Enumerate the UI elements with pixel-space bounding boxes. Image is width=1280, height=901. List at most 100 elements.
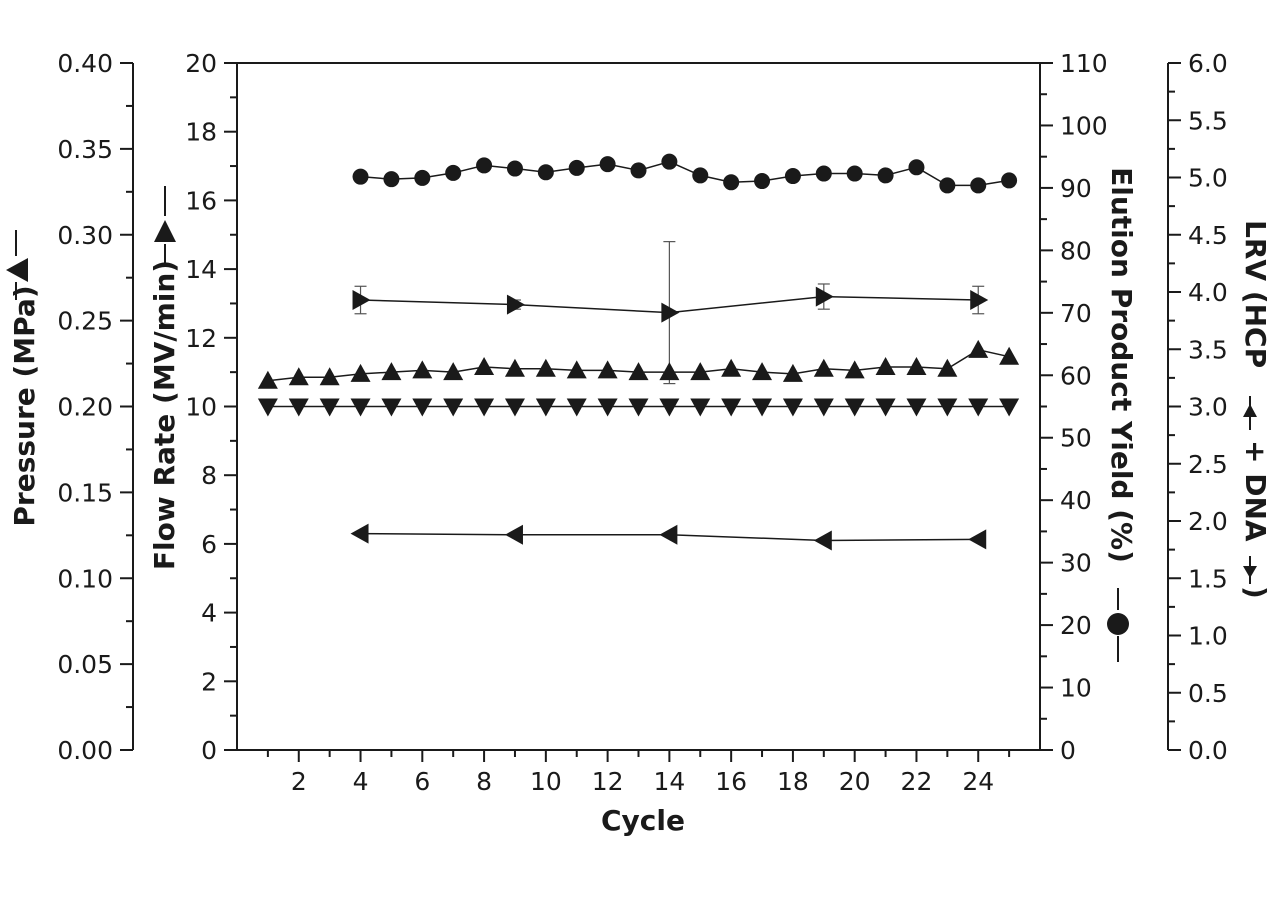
flow-rate-point — [844, 398, 865, 417]
elution-product-yield-point — [476, 157, 493, 174]
elution-product-yield-point — [939, 177, 956, 194]
series-flow-rate — [257, 398, 1020, 417]
flow-tick-label: 6 — [201, 530, 217, 559]
yield-tick-label: 20 — [1060, 611, 1092, 640]
lrv-axis-title-part2: + DNA — [1239, 440, 1272, 542]
pressure-point — [381, 362, 402, 381]
pressure-point — [659, 362, 680, 381]
pressure-tick-label: 0.35 — [57, 135, 113, 164]
yield-tick-label: 80 — [1060, 236, 1092, 265]
pressure-point — [690, 362, 711, 381]
pressure-point — [474, 356, 495, 375]
pressure-point — [782, 363, 803, 382]
lrv-tick-label: 1.0 — [1188, 622, 1228, 651]
x-tick-label: 8 — [476, 767, 492, 796]
x-tick-label: 16 — [715, 767, 747, 796]
x-tick-label: 14 — [653, 767, 685, 796]
elution-product-yield-point — [846, 165, 863, 182]
hcp-lrv-point — [661, 302, 680, 323]
lrv-tick-label: 4.0 — [1188, 278, 1228, 307]
lrv-tick-label: 2.5 — [1188, 450, 1228, 479]
flow-rate-point — [752, 398, 773, 417]
flow-rate-point — [690, 398, 711, 417]
x-tick-label: 12 — [592, 767, 624, 796]
flow-rate-point — [566, 398, 587, 417]
flow-tick-label: 4 — [201, 599, 217, 628]
flow-rate-point — [350, 398, 371, 417]
pressure-tick-label: 0.05 — [57, 650, 113, 679]
yield-tick-label: 40 — [1060, 486, 1092, 515]
flow-tick-label: 14 — [185, 255, 217, 284]
elution-product-yield-point — [599, 156, 616, 173]
pressure-point — [319, 367, 340, 386]
lrv-tick-label: 3.0 — [1188, 393, 1228, 422]
flow-rate-point — [319, 398, 340, 417]
pressure-point — [535, 358, 556, 377]
elution-product-yield-point — [970, 177, 987, 194]
yield-tick-label: 70 — [1060, 299, 1092, 328]
yield-tick-label: 10 — [1060, 674, 1092, 703]
elution-product-yield-point — [383, 171, 400, 188]
pressure-point — [412, 360, 433, 379]
elution-product-yield-point — [506, 160, 523, 177]
lrv-tick-label: 3.5 — [1188, 335, 1228, 364]
series-elution-product-yield — [352, 153, 1018, 194]
flow-rate-point — [906, 398, 927, 417]
lrv-tick-label: 5.5 — [1188, 106, 1228, 135]
flow-rate-point — [659, 398, 680, 417]
x-axis-title: Cycle — [601, 804, 685, 837]
pressure-point — [288, 367, 309, 386]
flow-rate-point — [628, 398, 649, 417]
flow-rate-point — [288, 398, 309, 417]
yield-legend-symbol — [1107, 588, 1129, 662]
flow-tick-label: 18 — [185, 118, 217, 147]
pressure-point — [721, 358, 742, 377]
flow-rate-point — [968, 398, 989, 417]
yield-tick-label: 0 — [1060, 736, 1076, 765]
pressure-tick-label: 0.00 — [57, 736, 113, 765]
pressure-point — [937, 358, 958, 377]
flow-rate-point — [937, 398, 958, 417]
elution-product-yield-point — [908, 159, 925, 176]
flow-rate-point — [875, 398, 896, 417]
pressure-point — [906, 356, 927, 375]
pressure-point — [350, 363, 371, 382]
x-tick-label: 22 — [901, 767, 933, 796]
x-tick-label: 18 — [777, 767, 809, 796]
pressure-point — [875, 356, 896, 375]
elution-product-yield-point — [1001, 172, 1018, 189]
pressure-tick-label: 0.10 — [57, 564, 113, 593]
lrv-tick-label: 0.0 — [1188, 736, 1228, 765]
yield-axis-title: Elution Product Yield (%) — [1105, 167, 1138, 563]
flow-rate-point — [381, 398, 402, 417]
lrv-tick-label: 4.5 — [1188, 221, 1228, 250]
lrv-tick-label: 1.5 — [1188, 564, 1228, 593]
elution-product-yield-point — [754, 173, 771, 190]
pressure-point — [752, 362, 773, 381]
yield-tick-label: 60 — [1060, 361, 1092, 390]
lrv-tick-label: 0.5 — [1188, 679, 1228, 708]
flow-rate-point — [782, 398, 803, 417]
lrv-tick-label: 5.0 — [1188, 164, 1228, 193]
pressure-point — [968, 339, 989, 358]
pressure-point — [844, 360, 865, 379]
x-tick-label: 24 — [962, 767, 994, 796]
flow-rate-axis: 0 2 4 6 8 10 12 14 16 18 20 — [185, 49, 237, 765]
elution-product-yield-point — [445, 164, 462, 181]
dna-lrv-point — [350, 523, 369, 544]
flow-rate-point — [597, 398, 618, 417]
elution-product-yield-point — [877, 167, 894, 184]
flow-rate-point — [443, 398, 464, 417]
series-layer — [257, 153, 1020, 551]
elution-product-yield-line — [360, 160, 1010, 187]
flow-rate-point — [721, 398, 742, 417]
flow-tick-label: 16 — [185, 186, 217, 215]
flow-rate-axis-title: Flow Rate (MV/min) — [148, 260, 181, 570]
pressure-tick-label: 0.15 — [57, 478, 113, 507]
flow-rate-point — [257, 398, 278, 417]
x-tick-label: 10 — [530, 767, 562, 796]
yield-axis: 0 10 20 30 40 50 60 70 80 90 100 110 — [1040, 49, 1108, 765]
pressure-tick-label: 0.30 — [57, 221, 113, 250]
flow-rate-point — [504, 398, 525, 417]
